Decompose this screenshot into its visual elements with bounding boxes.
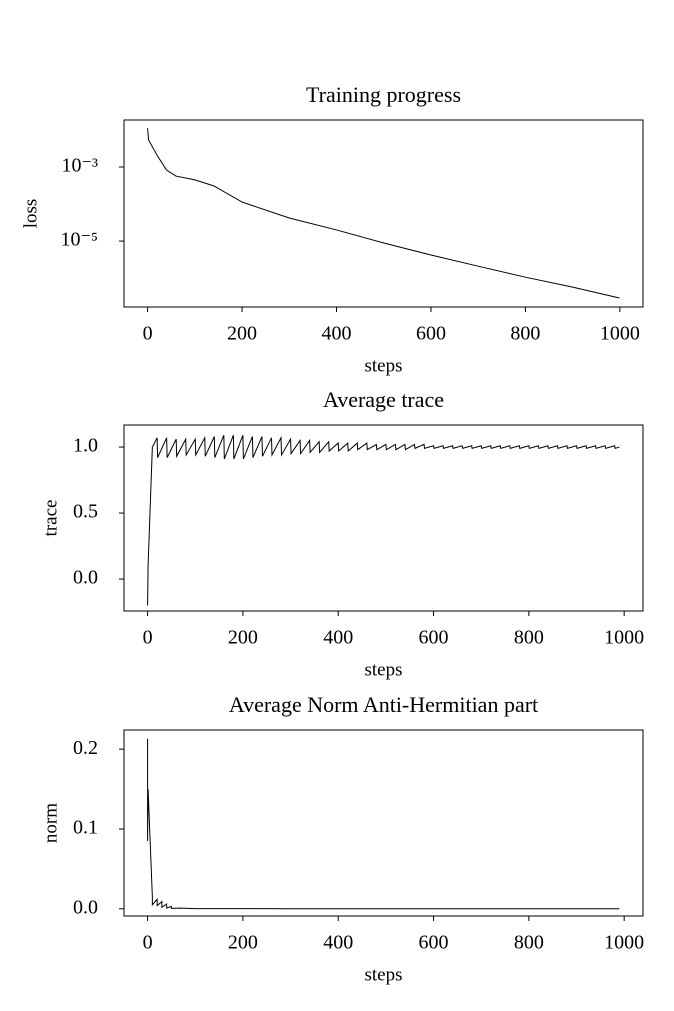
chart-title: Average trace bbox=[323, 387, 444, 412]
y-axis-label: loss bbox=[20, 199, 41, 229]
x-tick-label: 600 bbox=[416, 323, 446, 345]
x-tick-label: 200 bbox=[228, 932, 258, 954]
y-axis-label: norm bbox=[40, 803, 61, 843]
x-tick-label: 800 bbox=[514, 932, 544, 954]
chart-title: Average Norm Anti-Hermitian part bbox=[229, 692, 538, 717]
y-tick-label: 1.0 bbox=[73, 435, 98, 457]
x-tick-label: 1000 bbox=[600, 323, 640, 345]
chart-title: Training progress bbox=[306, 82, 461, 107]
x-axis-label: steps bbox=[365, 659, 403, 680]
data-line bbox=[147, 434, 620, 606]
x-tick-label: 1000 bbox=[604, 627, 644, 649]
x-tick-label: 0 bbox=[143, 323, 153, 345]
plot-frame bbox=[123, 729, 644, 917]
x-tick-label: 400 bbox=[323, 627, 353, 649]
data-line bbox=[147, 128, 620, 299]
x-tick-label: 200 bbox=[228, 627, 258, 649]
x-tick-label: 600 bbox=[419, 932, 449, 954]
plot-frame bbox=[123, 119, 644, 308]
x-tick-label: 400 bbox=[322, 323, 352, 345]
x-axis-label: steps bbox=[365, 355, 403, 376]
x-axis-label: steps bbox=[365, 964, 403, 985]
x-tick-label: 400 bbox=[323, 932, 353, 954]
x-tick-label: 600 bbox=[419, 627, 449, 649]
y-tick-label: 0.0 bbox=[73, 567, 98, 589]
y-tick-label: 0.5 bbox=[73, 501, 98, 523]
x-tick-label: 0 bbox=[143, 627, 153, 649]
plot-frame bbox=[123, 424, 644, 612]
y-axis-label: trace bbox=[40, 500, 61, 537]
y-tick-label: 0.1 bbox=[73, 817, 98, 839]
x-tick-label: 0 bbox=[143, 932, 153, 954]
x-tick-label: 800 bbox=[514, 627, 544, 649]
y-tick-label: 10⁻³ bbox=[61, 155, 98, 177]
y-tick-label: 10⁻⁵ bbox=[60, 229, 98, 251]
y-tick-label: 0.2 bbox=[73, 737, 98, 759]
x-tick-label: 1000 bbox=[604, 932, 644, 954]
x-tick-label: 800 bbox=[510, 323, 540, 345]
x-tick-label: 200 bbox=[227, 323, 257, 345]
data-line bbox=[147, 738, 620, 910]
y-tick-label: 0.0 bbox=[73, 896, 98, 918]
